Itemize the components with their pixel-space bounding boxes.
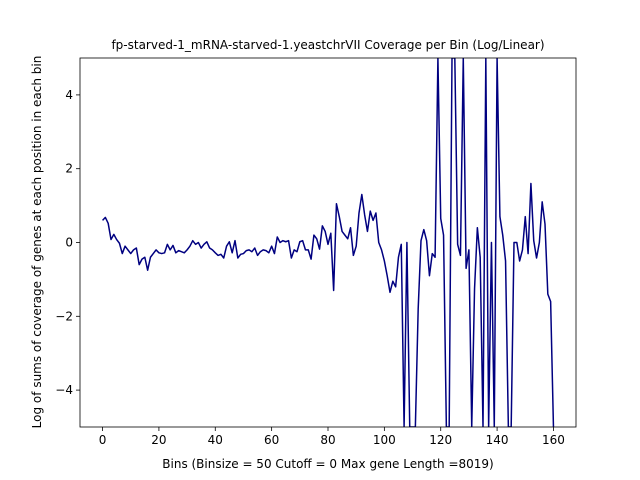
x-axis: 0 20 40 60 80 100 120 140 160 [99,427,565,447]
x-tick-label: 40 [208,433,223,447]
y-tick-label: 2 [65,162,73,176]
y-tick-label: −2 [55,309,73,323]
x-tick-label: 140 [486,433,509,447]
y-axis: −4 −2 0 2 4 [55,88,80,397]
y-tick-label: 0 [65,236,73,250]
series-layer [102,58,555,427]
series-line-1 [102,58,555,427]
y-tick-label: 4 [65,88,73,102]
x-tick-label: 160 [542,433,565,447]
x-tick-label: 60 [264,433,279,447]
x-axis-label: Bins (Binsize = 50 Cutoff = 0 Max gene L… [162,457,493,471]
chart-title: fp-starved-1_mRNA-starved-1.yeastchrVII … [111,38,544,52]
x-tick-label: 0 [99,433,107,447]
y-tick-label: −4 [55,383,73,397]
x-tick-label: 80 [320,433,335,447]
x-tick-label: 20 [151,433,166,447]
x-tick-label: 100 [373,433,396,447]
x-tick-label: 120 [429,433,452,447]
y-axis-label: Log of sums of coverage of genes at each… [30,56,44,429]
